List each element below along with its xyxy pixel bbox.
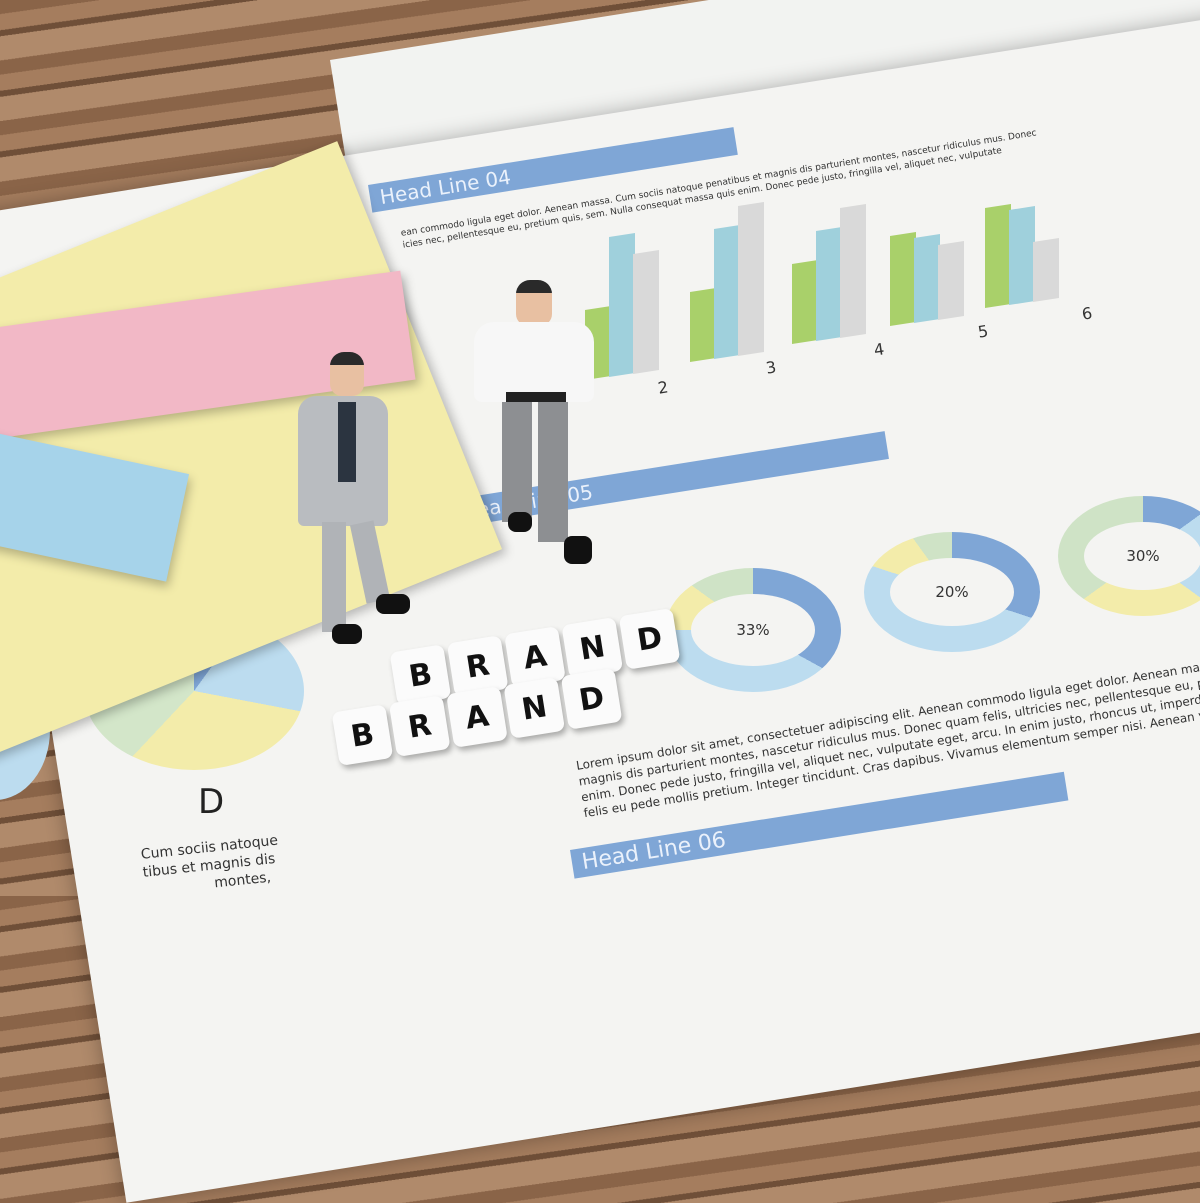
- bar: [609, 232, 635, 378]
- bar: [985, 203, 1011, 309]
- bar: [714, 224, 740, 360]
- bar: [890, 231, 916, 327]
- donut-label: 30%: [1084, 522, 1200, 590]
- bar: [816, 226, 842, 342]
- pie-label: D: [198, 782, 225, 822]
- bar: [738, 201, 764, 357]
- donut-label: 20%: [890, 558, 1014, 626]
- donut-chart-20: 20%: [864, 532, 1040, 652]
- letter-cube: N: [503, 677, 566, 739]
- bar: [690, 287, 716, 363]
- bar: [633, 249, 659, 375]
- bar: [840, 203, 866, 339]
- letter-cube: R: [388, 695, 451, 757]
- bar: [914, 233, 940, 324]
- letter-cube: A: [446, 686, 508, 748]
- bar: [1033, 237, 1059, 303]
- bar: [792, 259, 818, 345]
- bar: [1009, 205, 1035, 306]
- donut-chart-33: 33%: [665, 568, 841, 692]
- donut-chart-30: 30%: [1058, 496, 1200, 616]
- businessman-figure-shirt: [466, 280, 606, 570]
- letter-cube: D: [618, 607, 681, 670]
- letter-cube: D: [560, 667, 623, 730]
- donut-label: 33%: [691, 594, 815, 666]
- businessman-figure-suit: [288, 352, 428, 652]
- bar: [938, 240, 964, 321]
- letter-cube: B: [331, 704, 394, 767]
